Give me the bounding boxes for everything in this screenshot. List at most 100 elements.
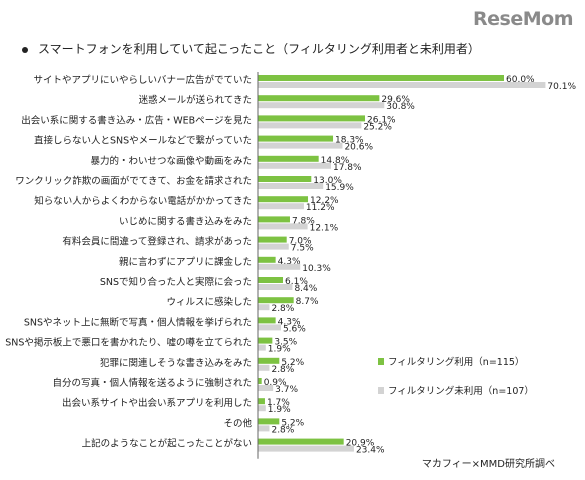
data-label: 1.7% xyxy=(267,398,290,408)
bar-unfiltered xyxy=(258,183,324,189)
bar-filtered xyxy=(258,216,290,223)
legend-swatch xyxy=(378,358,384,365)
bar-unfiltered xyxy=(258,425,270,432)
bar-unfiltered xyxy=(258,203,304,210)
bar-unfiltered xyxy=(258,324,281,331)
category-label: SNSで知り合った人と実際に会った xyxy=(100,276,252,288)
data-label: 7.8% xyxy=(292,216,315,226)
bullet-icon xyxy=(22,46,28,53)
data-label: 20.9% xyxy=(346,439,375,449)
data-label: 70.1% xyxy=(547,82,576,92)
bar-unfiltered xyxy=(258,445,354,452)
data-label: 3.5% xyxy=(274,338,297,348)
bar-filtered xyxy=(258,155,319,162)
bar-unfiltered xyxy=(258,344,266,351)
category-label: 親に言わずにアプリに課金した xyxy=(119,256,252,268)
data-label: 15.9% xyxy=(325,183,354,193)
chart-title: スマートフォンを利用していて起こったこと（フィルタリング利用者と未利用者） xyxy=(38,42,480,56)
resemom-logo: ReseMom xyxy=(473,8,573,30)
data-label: 2.8% xyxy=(271,304,294,314)
bar-filtered xyxy=(258,317,276,324)
data-label: 23.4% xyxy=(356,446,385,456)
data-label: 18.3% xyxy=(335,136,364,146)
category-label: いじめに関する書き込みをみた xyxy=(119,215,252,227)
category-label: ウィルスに感染した xyxy=(166,296,252,308)
data-label: 29.6% xyxy=(381,95,410,105)
bar-filtered xyxy=(258,337,273,344)
bar-filtered xyxy=(258,378,262,384)
data-label: 0.9% xyxy=(264,378,287,388)
data-label: 13.0% xyxy=(313,176,342,186)
category-label: その他 xyxy=(223,417,252,429)
bar-unfiltered xyxy=(258,385,274,391)
category-label: 犯罪に関連しそうな書き込みをみた xyxy=(100,357,252,369)
data-label: 1.9% xyxy=(268,345,291,355)
data-label: 14.8% xyxy=(321,156,350,166)
bar-unfiltered xyxy=(258,364,270,371)
bar-filtered xyxy=(258,277,284,283)
bar-unfiltered xyxy=(258,102,385,109)
data-label: 12.2% xyxy=(310,196,339,206)
category-label: ワンクリック詐欺の画面がでてきて、お金を請求された xyxy=(15,175,252,187)
bar-filtered xyxy=(258,176,312,182)
bar-unfiltered xyxy=(258,304,270,311)
data-label: 17.8% xyxy=(333,163,362,173)
data-label: 5.6% xyxy=(283,324,306,334)
data-label: 3.7% xyxy=(275,385,298,395)
bar-filtered xyxy=(258,398,265,405)
category-label: 直接しらない人とSNSやメールなどで繋がっていた xyxy=(34,135,252,147)
legend-label: フィルタリング利用（n=115） xyxy=(388,356,524,368)
bar-filtered xyxy=(258,196,309,203)
category-label: SNSやネット上に無断で写真・個人情報を挙げられた xyxy=(24,316,252,328)
category-label: サイトやアプリにいやらしいバナー広告がでていた xyxy=(33,74,252,86)
category-label: 有料会員に間違って登録され、請求があった xyxy=(62,236,252,248)
category-label: 上記のようなことが起こったことがない xyxy=(82,438,252,450)
data-label: 6.1% xyxy=(285,277,308,287)
bar-unfiltered xyxy=(258,162,331,169)
bar-unfiltered xyxy=(258,284,293,290)
bar-filtered xyxy=(258,75,504,81)
data-label: 11.2% xyxy=(306,203,335,213)
bar-filtered xyxy=(258,236,287,243)
category-label: 出会い系サイトや出会い系アプリを利用した xyxy=(62,397,252,409)
category-label: SNSや掲示板上で悪口を書かれたり、嘘の噂を立てられた xyxy=(5,337,252,349)
bar-filtered xyxy=(258,357,280,364)
bar-filtered xyxy=(258,95,380,102)
bar-unfiltered xyxy=(258,405,266,412)
bar-unfiltered xyxy=(258,223,308,230)
legend-label: フィルタリング未利用（n=107） xyxy=(388,385,534,397)
bar-filtered xyxy=(258,297,294,304)
bar-unfiltered xyxy=(258,122,362,129)
bar-filtered xyxy=(258,438,344,445)
category-label: 迷惑メールが送られてきた xyxy=(139,94,252,106)
data-label: 25.2% xyxy=(363,122,392,132)
category-label: 出会い系に関する書き込み・広告・WEBページを見た xyxy=(21,114,252,126)
data-label: 5.2% xyxy=(281,418,304,428)
data-label: 5.2% xyxy=(281,358,304,368)
bar-filtered xyxy=(258,418,280,425)
data-label: 2.8% xyxy=(271,425,294,435)
data-label: 26.1% xyxy=(367,115,396,125)
data-label: 12.1% xyxy=(310,223,339,233)
chart-title-row: スマートフォンを利用していて起こったこと（フィルタリング利用者と未利用者） xyxy=(22,40,480,57)
data-label: 1.9% xyxy=(268,405,291,415)
data-label: 2.8% xyxy=(271,365,294,375)
bar-filtered xyxy=(258,135,334,142)
bar-unfiltered xyxy=(258,263,301,270)
bar-unfiltered xyxy=(258,243,289,250)
source-note: マカフィー×MMD研究所調べ xyxy=(421,459,555,470)
bar-unfiltered xyxy=(258,142,343,149)
bar-filtered xyxy=(258,256,276,263)
data-label: 4.3% xyxy=(278,257,301,267)
category-label: 自分の写真・個人情報を送るように強制された xyxy=(52,377,252,389)
bar-filtered xyxy=(258,115,366,122)
data-label: 20.6% xyxy=(344,143,373,153)
data-label: 7.5% xyxy=(291,244,314,254)
data-label: 30.8% xyxy=(386,102,415,112)
category-label: 知らない人からよくわからない電話がかかってきた xyxy=(34,195,252,207)
data-label: 8.4% xyxy=(294,284,317,294)
data-label: 60.0% xyxy=(506,75,535,85)
legend-swatch xyxy=(378,387,384,394)
bar-unfiltered xyxy=(258,82,546,88)
